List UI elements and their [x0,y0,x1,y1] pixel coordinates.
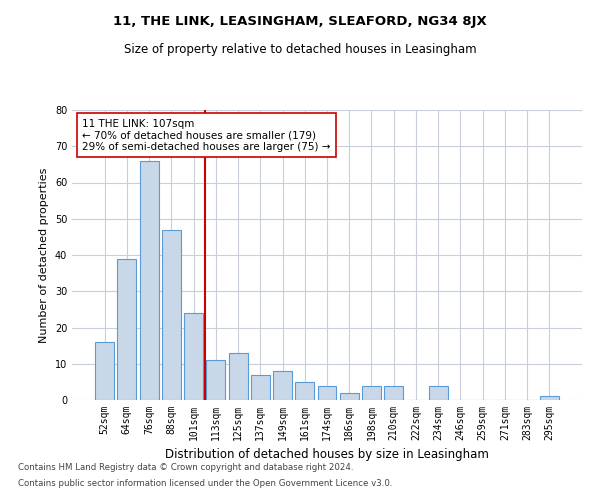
Bar [140,161,158,400]
Bar [206,360,225,400]
Bar [317,386,337,400]
Bar [251,374,270,400]
Text: Contains HM Land Registry data © Crown copyright and database right 2024.: Contains HM Land Registry data © Crown c… [18,464,353,472]
Bar [362,386,381,400]
X-axis label: Distribution of detached houses by size in Leasingham: Distribution of detached houses by size … [165,448,489,462]
Text: 11 THE LINK: 107sqm
← 70% of detached houses are smaller (179)
29% of semi-detac: 11 THE LINK: 107sqm ← 70% of detached ho… [82,118,331,152]
Bar [429,386,448,400]
Text: Size of property relative to detached houses in Leasingham: Size of property relative to detached ho… [124,42,476,56]
Bar [540,396,559,400]
Bar [95,342,114,400]
Text: Contains public sector information licensed under the Open Government Licence v3: Contains public sector information licen… [18,478,392,488]
Text: 11, THE LINK, LEASINGHAM, SLEAFORD, NG34 8JX: 11, THE LINK, LEASINGHAM, SLEAFORD, NG34… [113,15,487,28]
Bar [384,386,403,400]
Bar [184,313,203,400]
Bar [273,371,292,400]
Bar [229,353,248,400]
Bar [295,382,314,400]
Y-axis label: Number of detached properties: Number of detached properties [39,168,49,342]
Bar [118,258,136,400]
Bar [162,230,181,400]
Bar [340,393,359,400]
